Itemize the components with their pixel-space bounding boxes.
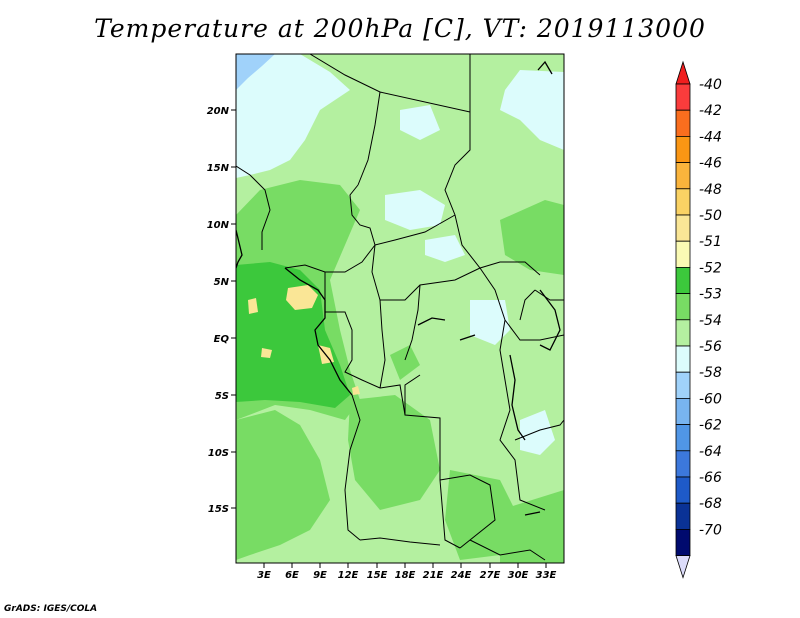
- lon-tick-label: 6E: [285, 570, 299, 581]
- yellow-spot-4: [261, 348, 272, 358]
- map-plot-area: [236, 54, 564, 563]
- yellow-spot-2: [248, 298, 258, 314]
- colorbar-swatch: [675, 188, 691, 216]
- lat-tick-label: 10S: [208, 448, 229, 459]
- colorbar-label: -64: [699, 444, 722, 460]
- lat-axis: 20N 15N 10N 5N EQ 5S 10S 15S: [207, 106, 236, 515]
- colorbar-label: -48: [699, 182, 722, 198]
- colorbar-swatch: [675, 240, 691, 268]
- cold-region-se: [520, 410, 555, 455]
- colorbar-swatch: [675, 424, 691, 452]
- colorbar-label: -58: [699, 365, 722, 381]
- colorbar-swatch: [675, 214, 691, 242]
- colorbar-swatch: [675, 345, 691, 373]
- colorbar-label: -60: [699, 391, 722, 407]
- cold-region-north2: [400, 105, 440, 140]
- colorbar-label: -40: [699, 77, 722, 93]
- lon-tick-label: 9E: [313, 570, 327, 581]
- colorbar-swatch: [675, 135, 691, 163]
- cold-region-north: [236, 54, 350, 178]
- colorbar-label: -51: [699, 234, 722, 250]
- lon-tick-label: 30E: [508, 570, 529, 581]
- lat-tick-label: EQ: [214, 334, 230, 345]
- colorbar-swatch: [675, 83, 691, 111]
- warm-region-angola: [348, 395, 440, 510]
- colorbar-swatch: [675, 371, 691, 399]
- colorbar-top-arrow: [675, 60, 691, 85]
- colorbar-swatch: [675, 476, 691, 504]
- map-title: Temperature at 200hPa [C], VT: 201911300…: [94, 14, 706, 43]
- colorbar-swatch: [675, 319, 691, 347]
- cold-region-east: [470, 300, 510, 345]
- lon-tick-label: 12E: [338, 570, 359, 581]
- lat-tick-label: 20N: [207, 106, 230, 117]
- cold-region-center: [385, 190, 445, 230]
- colorbar-label: -46: [699, 156, 722, 172]
- lon-tick-label: 3E: [257, 570, 271, 581]
- lat-tick-label: 15N: [207, 163, 230, 174]
- lon-tick-label: 21E: [423, 570, 444, 581]
- yellow-spot-1: [286, 285, 318, 310]
- colorbar-label: -66: [699, 470, 722, 486]
- colorbar-swatch: [675, 397, 691, 425]
- lat-tick-label: 10N: [207, 220, 230, 231]
- warm-region-sw: [236, 410, 330, 560]
- colorbar-label: -62: [699, 418, 722, 434]
- coastline-and-lakes: [236, 60, 561, 516]
- colorbar-label: -50: [699, 208, 722, 224]
- country-borders: [236, 54, 564, 561]
- colorbar-swatch: [675, 502, 691, 530]
- map-frame: [235, 53, 565, 564]
- colorbar-swatch: [675, 450, 691, 478]
- lon-tick-label: 33E: [536, 570, 557, 581]
- lon-tick-label: 18E: [395, 570, 416, 581]
- lon-axis: 3E 6E 9E 12E 15E 18E 21E 24E 27E 30E 33E: [257, 563, 557, 581]
- lat-tick-label: 5N: [214, 277, 230, 288]
- colorbar-swatch: [675, 266, 691, 294]
- lat-tick-label: 5S: [215, 391, 229, 402]
- colorbar-swatch: [675, 109, 691, 137]
- cold-region-coldest: [236, 54, 275, 90]
- colorbar-label: -44: [699, 129, 722, 145]
- colorbar: -40 -42 -44 -46 -48 -50 -51 -52 -53 -54 -56 -58 -60 -…: [675, 60, 722, 579]
- warmest-region: [236, 262, 350, 408]
- colorbar-label: -68: [699, 496, 722, 512]
- yellow-spot-5: [352, 386, 360, 395]
- colorbar-label: -54: [699, 313, 722, 329]
- cold-region-ne: [500, 70, 564, 150]
- grads-credit: GrADS: IGES/COLA: [4, 604, 98, 614]
- colorbar-bottom-arrow: [675, 555, 691, 579]
- colorbar-label: -56: [699, 339, 722, 355]
- lon-tick-label: 15E: [367, 570, 388, 581]
- colorbar-label: -70: [699, 522, 722, 538]
- lat-tick-label: 15S: [208, 504, 229, 515]
- lon-tick-label: 24E: [451, 570, 472, 581]
- colorbar-label: -53: [699, 287, 722, 303]
- warm-region-mid: [390, 345, 420, 380]
- lon-tick-label: 27E: [480, 570, 501, 581]
- colorbar-swatch: [675, 293, 691, 321]
- warm-region-east: [500, 200, 564, 275]
- warm-region-se: [500, 490, 564, 563]
- colorbar-swatch: [675, 162, 691, 190]
- cold-region-center2: [425, 235, 465, 262]
- colorbar-label: -42: [699, 103, 722, 119]
- colorbar-swatch: [675, 529, 691, 557]
- colorbar-label: -52: [699, 260, 722, 276]
